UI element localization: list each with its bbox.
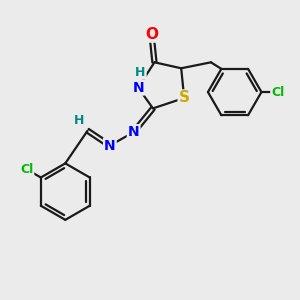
Text: O: O [145,27,158,42]
Text: S: S [179,91,190,106]
Text: N: N [128,125,140,139]
Text: H: H [135,66,146,79]
Text: Cl: Cl [20,163,33,176]
Text: Cl: Cl [271,85,284,98]
Text: H: H [74,114,84,127]
Text: N: N [132,81,144,94]
Text: N: N [104,139,116,152]
